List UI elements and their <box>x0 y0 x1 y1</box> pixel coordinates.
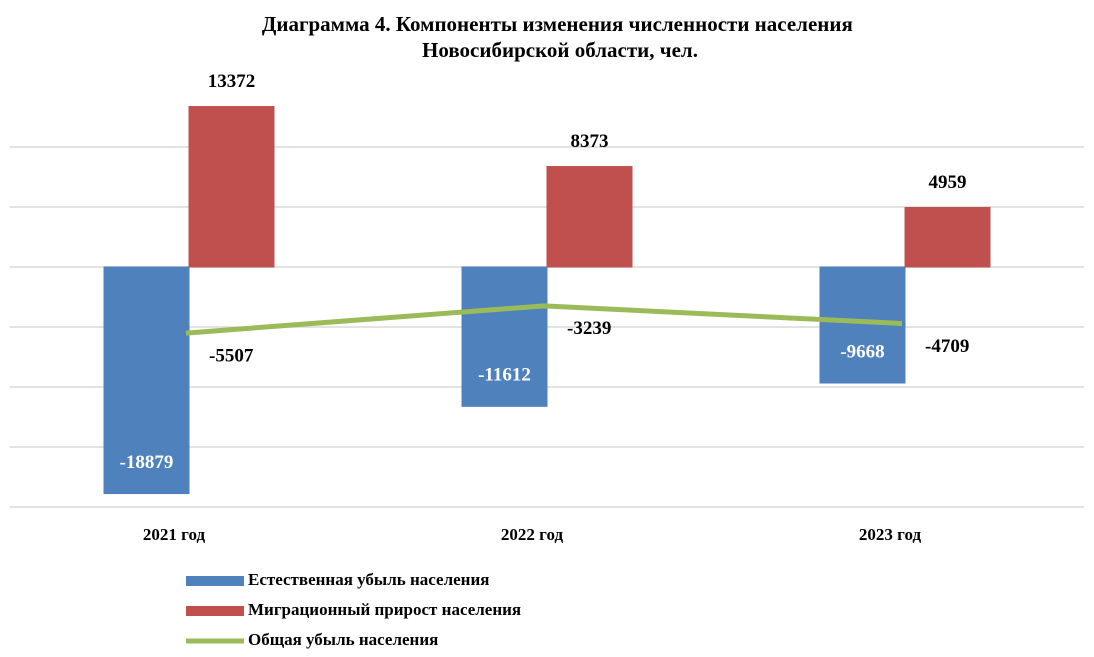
legend-swatch <box>186 576 244 586</box>
legend-swatch <box>186 606 244 616</box>
data-label: -11612 <box>478 365 531 386</box>
data-label: -18879 <box>120 452 174 473</box>
legend-label: Естественная убыль населения <box>248 570 489 589</box>
chart-title-line: Диаграмма 4. Компоненты изменения числен… <box>262 12 853 36</box>
legend-label: Миграционный прирост населения <box>248 600 521 619</box>
chart-title-line: Новосибирской области, чел. <box>422 38 698 62</box>
bar-shade <box>188 106 275 268</box>
data-label: -3239 <box>567 318 611 339</box>
x-tick-label: 2021 год <box>143 525 206 544</box>
data-label: 4959 <box>929 172 967 193</box>
data-label: 13372 <box>208 71 256 92</box>
x-tick-label: 2022 год <box>501 525 564 544</box>
data-label: -9668 <box>840 341 884 362</box>
data-label: -4709 <box>925 336 969 357</box>
data-label: -5507 <box>209 345 254 366</box>
line <box>185 303 903 336</box>
bar-shade <box>461 266 548 407</box>
bar-shade <box>103 266 190 495</box>
data-label: 8373 <box>571 131 609 152</box>
bar-shade <box>904 206 991 268</box>
bar-shade <box>546 166 633 268</box>
legend-label: Общая убыль населения <box>248 630 438 649</box>
chart-title: Диаграмма 4. Компоненты изменения числен… <box>262 12 858 62</box>
x-tick-label: 2023 год <box>859 525 922 544</box>
